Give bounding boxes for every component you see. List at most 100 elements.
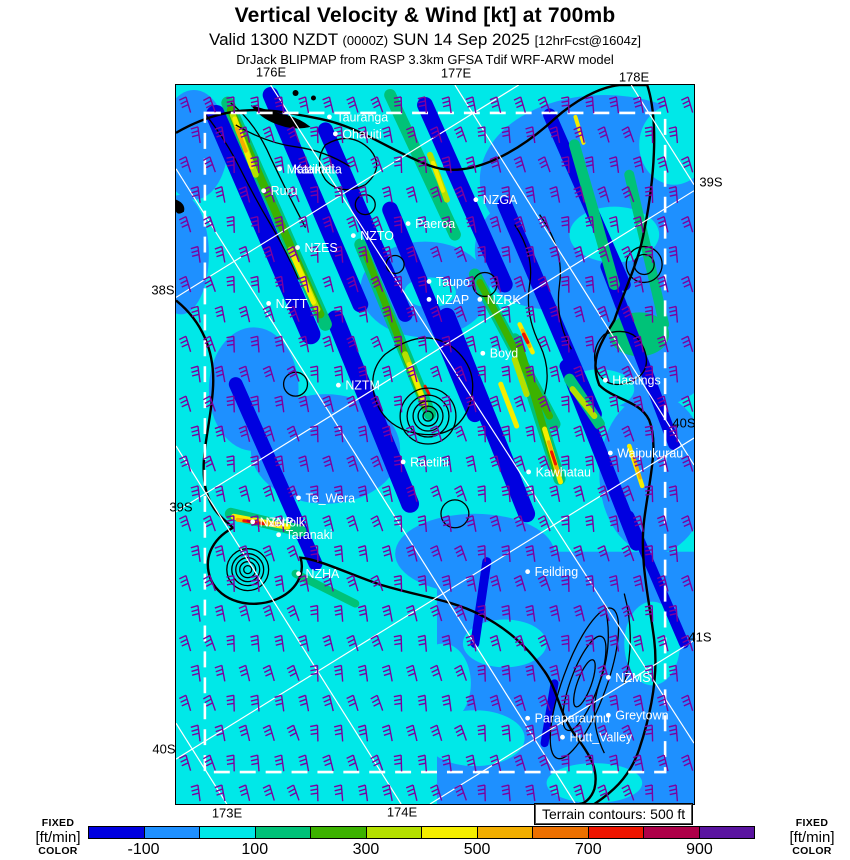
grid-label-40s: 40S (152, 741, 176, 757)
colorbar-segment (533, 827, 589, 838)
colorbar (88, 826, 755, 839)
colorbar-unit-left: FIXED [ft/min] COLOR (22, 818, 94, 856)
grid-label-40s: 40S (672, 415, 696, 431)
colorbar-unit-fixed: FIXED (795, 817, 829, 829)
site-dot (405, 221, 411, 227)
site-label-taranaki: Taranaki (286, 528, 333, 542)
site-dot (327, 114, 332, 120)
site-dot (295, 245, 300, 250)
site-label-boyd: Boyd (490, 347, 518, 361)
grid-label-178e: 178E (618, 69, 650, 85)
site-dot (525, 569, 531, 575)
page-title: Vertical Velocity & Wind [kt] at 700mb (234, 4, 616, 27)
site-label-te_wera: Te_Wera (306, 491, 356, 505)
colorbar-unit-color: COLOR (792, 844, 832, 857)
site-dot (560, 734, 565, 740)
site-dot (526, 469, 532, 475)
site-dot (426, 297, 432, 302)
domain-boundary-dashed (203, 111, 667, 774)
site-label-nzga: NZGA (483, 193, 518, 207)
site-label-taupo: Taupo (436, 275, 470, 289)
site-dot (261, 188, 267, 194)
site-dot (607, 450, 613, 456)
grid-label-177e: 177E (440, 65, 472, 81)
colorbar-segment (89, 827, 145, 838)
site-dot (276, 532, 281, 538)
colorbar-segment (311, 827, 367, 838)
site-dot (335, 382, 341, 388)
wave-bands (205, 86, 690, 748)
colorbar-segment (366, 827, 422, 838)
site-label-nznp: NZNP (260, 515, 294, 529)
site-dot (525, 715, 531, 721)
site-label-waipukurau: Waipukurau (617, 446, 683, 460)
site-dot (350, 233, 356, 238)
forecast-tag: [12hrFcst@1604z] (534, 33, 641, 48)
site-dot (250, 519, 256, 525)
site-dot (400, 459, 406, 465)
site-label-raetihi: Raetihi (410, 455, 449, 469)
site-dot (296, 495, 301, 501)
site-dot (605, 712, 611, 718)
grid-label-38s: 38S (151, 282, 175, 298)
grid-label-173e: 173E (211, 805, 243, 821)
site-dot (277, 166, 282, 172)
header: Vertical Velocity & Wind [kt] at 700mb V… (0, 4, 850, 67)
site-label-nztt: NZTT (276, 297, 308, 311)
site-label-nzrk: NZRK (487, 293, 522, 307)
colorbar-segment (588, 827, 644, 838)
site-label-nztm: NZTM (345, 379, 380, 393)
valid-time-prefix: Valid 1300 NZDT (209, 30, 343, 49)
colorbar-segment (699, 827, 754, 838)
valid-time-zulu: (0000Z) (342, 33, 389, 48)
grid-label-176e: 176E (255, 64, 287, 80)
site-dot (480, 350, 486, 356)
site-label-kawhatau: Kawhatau (536, 465, 591, 479)
terrain-note: Terrain contours: 500 ft (533, 803, 694, 825)
grid-label-174e: 174E (386, 804, 418, 820)
site-label-norfolk: Norfolk (266, 515, 306, 529)
colorbar-segment (422, 827, 478, 838)
site-label-greytown: Greytown (615, 709, 668, 723)
colorbar-tick-100: 100 (241, 841, 269, 858)
site-label-paraparaumu: Paraparaumu (535, 712, 610, 726)
grid-label-39s: 39S (699, 174, 723, 190)
colorbar-segment (144, 827, 200, 838)
site-dot (605, 674, 611, 680)
site-label-paeroa: Paeroa (415, 217, 455, 231)
colorbar-segment (644, 827, 700, 838)
site-label-feilding: Feilding (535, 565, 579, 579)
colorbar-ticks: -100 100 300 500 700 900 (88, 841, 755, 859)
site-label-ruru: Ruru (271, 184, 298, 198)
grid-label-39s: 39S (169, 499, 193, 515)
site-label-matamata: Matamata (287, 162, 342, 176)
site-label-nzms: NZMS (615, 671, 650, 685)
site-label-nzha: NZHA (306, 567, 341, 581)
grid-label-41s: 41S (688, 629, 712, 645)
site-label-hutt_valley: Hutt_Valley (569, 731, 632, 745)
colorbar-unit-fixed: FIXED (41, 817, 75, 829)
site-label-tauranga: Tauranga (336, 110, 388, 124)
model-line: DrJack BLIPMAP from RASP 3.3km GFSA Tdif… (236, 52, 614, 67)
site-label-nzes: NZES (305, 241, 338, 255)
valid-time-line: Valid 1300 NZDT (0000Z) SUN 14 Sep 2025 … (0, 30, 850, 50)
colorbar-segment (255, 827, 311, 838)
colorbar-tick-700: 700 (574, 841, 602, 858)
site-label-ohauiti: Ohauiti (342, 127, 381, 141)
map-canvas: Tauranga Ohauiti Matamata Katikati Ruru NZGA P… (175, 84, 695, 805)
valid-time-date: SUN 14 Sep 2025 (388, 30, 535, 49)
site-dot (602, 377, 608, 383)
colorbar-unit-right: FIXED [ft/min] COLOR (776, 818, 848, 856)
colorbar-tick-500: 500 (463, 841, 491, 858)
colorbar-segment (477, 827, 533, 838)
site-dot (296, 571, 301, 577)
colorbar-unit-color: COLOR (38, 844, 78, 857)
colorbar-unit-ftmin: [ft/min] (35, 828, 81, 846)
colorbar-unit-ftmin: [ft/min] (789, 828, 835, 846)
site-dot (426, 279, 432, 284)
colorbar-tick-900: 900 (686, 841, 713, 858)
site-label-katikati: Katikati (294, 162, 335, 176)
site-label-hastings: Hastings (612, 374, 660, 388)
